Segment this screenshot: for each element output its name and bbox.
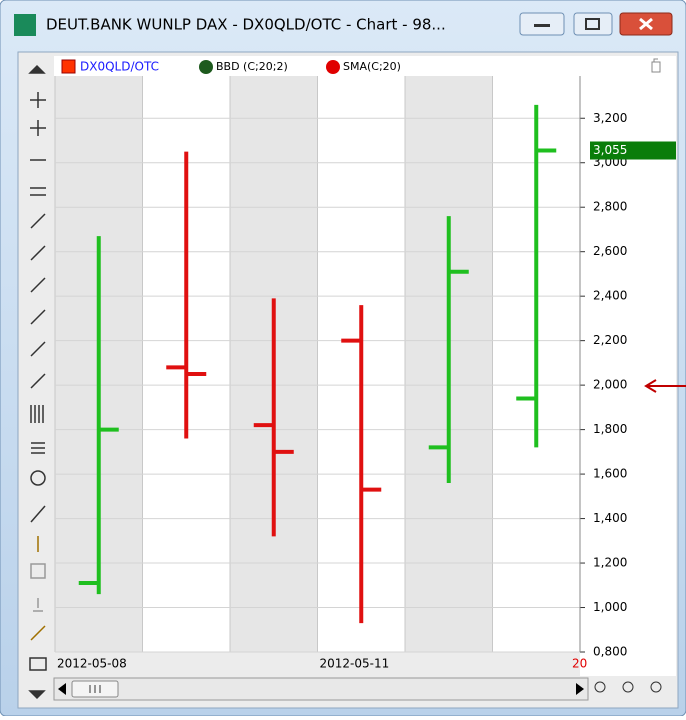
y-tick-label: 3,200 <box>593 111 627 125</box>
toolbar <box>28 64 47 700</box>
price-axis <box>580 76 676 676</box>
x-cursor-label: 20 <box>572 657 587 671</box>
plot-area <box>54 76 580 653</box>
maximize-button[interactable] <box>573 12 613 36</box>
legend-symbol-swatch <box>61 59 76 74</box>
scroll-right[interactable] <box>576 683 584 695</box>
zoom-out[interactable] <box>622 681 634 693</box>
y-tick-label: 1,600 <box>593 467 627 481</box>
x-tick-label: 2012-05-11 <box>320 657 390 671</box>
legend-symbol: DX0QLD/OTC <box>80 60 159 74</box>
y-tick-label: 2,600 <box>593 244 627 258</box>
tool-fib[interactable] <box>30 341 46 357</box>
x-tick-label: 2012-05-08 <box>57 657 127 671</box>
y-tick-label: 2,400 <box>593 289 627 303</box>
y-tick-label: 1,200 <box>593 556 627 570</box>
last-price-label: 3,055 <box>593 143 627 157</box>
tool-pen[interactable] <box>30 505 46 523</box>
red-arrow <box>644 379 686 393</box>
y-tick-label: 1,800 <box>593 422 627 436</box>
toolbar-down[interactable] <box>28 690 46 700</box>
tool-print[interactable] <box>29 657 47 671</box>
tool-bars[interactable] <box>30 405 44 423</box>
zoom-reset[interactable] <box>650 681 662 693</box>
legend-swatch <box>326 60 340 74</box>
overlay: 0,800 1,000 1,200 1,400 1,600 1,800 2,000 2,200… <box>57 76 676 671</box>
tool-fan[interactable] <box>30 373 46 389</box>
window-title: DEUT.BANK WUNLP DAX - DX0QLD/OTC - Chart… <box>46 16 446 34</box>
tool-cross[interactable] <box>30 120 46 136</box>
tool-percent[interactable] <box>30 563 46 579</box>
legend-label: SMA(C;20) <box>343 60 401 73</box>
legend-swatch <box>199 60 213 74</box>
tool-parallel[interactable] <box>30 309 46 325</box>
legend-label: BBD (C;20;2) <box>216 60 288 73</box>
scroll-left[interactable] <box>58 683 66 695</box>
toolbar-up[interactable] <box>28 64 46 74</box>
tool-line[interactable] <box>30 277 46 293</box>
tool-trend[interactable] <box>30 213 46 229</box>
tool-alert[interactable] <box>33 598 43 612</box>
tool-channel[interactable] <box>30 187 46 196</box>
minimize-glyph <box>534 24 550 27</box>
y-tick-label: 1,400 <box>593 511 627 525</box>
app-icon <box>14 14 36 36</box>
tool-crosshair[interactable] <box>30 92 46 108</box>
tool-edit[interactable] <box>30 625 46 641</box>
tool-text[interactable] <box>31 442 45 454</box>
y-tick-label: 1,000 <box>593 600 627 614</box>
zoom-in[interactable] <box>594 681 606 693</box>
scrollbar[interactable] <box>53 677 589 701</box>
maximize-glyph <box>585 18 600 30</box>
y-tick-label: 2,000 <box>593 378 627 392</box>
thumb-grip <box>89 685 101 693</box>
tool-ray[interactable] <box>30 245 46 261</box>
close-glyph <box>639 17 653 31</box>
y-tick-label: 2,200 <box>593 333 627 347</box>
lock-icon[interactable] <box>651 58 661 73</box>
y-tick-label: 2,800 <box>593 200 627 214</box>
last-price-box <box>590 141 676 160</box>
tool-circle[interactable] <box>30 470 46 486</box>
y-tick-label: 0,800 <box>593 645 627 659</box>
